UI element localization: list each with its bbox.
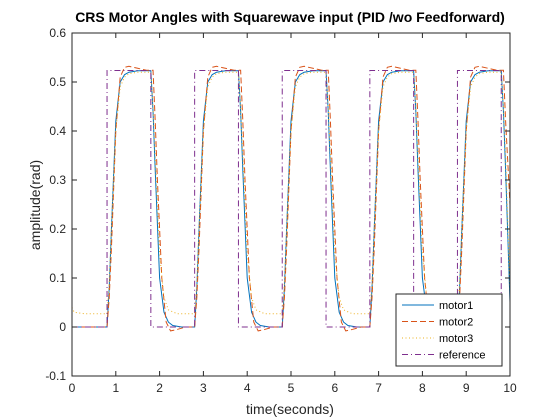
axes-layer: 0 1 2 3 4 5 6 7 8 9 10-0.100.10.20.30.40.50.6	[45, 26, 517, 395]
y-tick-label: 0.6	[49, 26, 66, 40]
chart-title: CRS Motor Angles with Squarewave input (…	[75, 9, 505, 25]
x-tick-label: 5	[288, 381, 295, 395]
legend: motor1 motor2 motor3 reference	[395, 293, 503, 367]
series-line-motor2	[72, 65, 510, 332]
x-tick-label: 9	[463, 381, 470, 395]
x-tick-label: 2	[156, 381, 163, 395]
legend-box	[395, 293, 503, 367]
y-tick-label: 0.3	[49, 173, 66, 187]
x-axis-label: time(seconds)	[246, 401, 334, 417]
y-tick-label: 0.2	[49, 222, 66, 236]
legend-label-reference: reference	[439, 350, 485, 362]
y-tick-label: 0.5	[49, 75, 66, 89]
legend-label-motor2: motor2	[439, 317, 473, 329]
y-tick-label: 0.1	[49, 271, 66, 285]
legend-label-motor3: motor3	[439, 333, 473, 345]
series-line-reference	[72, 69, 510, 328]
y-tick-label: 0	[59, 320, 66, 334]
x-tick-label: 7	[375, 381, 382, 395]
y-tick-label: -0.1	[45, 369, 66, 383]
x-tick-label: 1	[112, 381, 119, 395]
x-tick-label: 3	[200, 381, 207, 395]
x-tick-label: 0	[69, 381, 76, 395]
x-tick-label: 6	[331, 381, 338, 395]
x-tick-label: 10	[503, 381, 517, 395]
x-tick-label: 8	[419, 381, 426, 395]
legend-label-motor1: motor1	[439, 300, 473, 312]
y-axis-label: amplitude(rad)	[27, 160, 43, 250]
y-tick-label: 0.4	[49, 124, 66, 138]
x-tick-label: 4	[244, 381, 251, 395]
